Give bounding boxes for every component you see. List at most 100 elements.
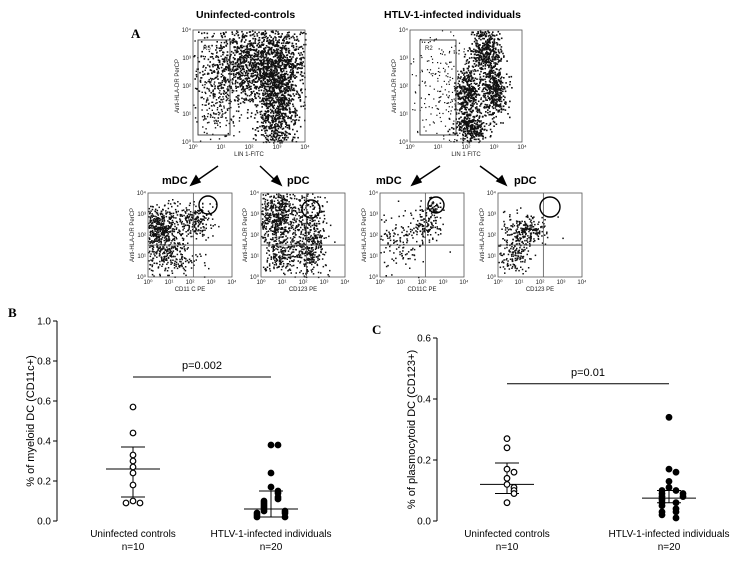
y-axis-label: Anti-HLA-DR PerCP bbox=[362, 208, 368, 262]
panel-c: 0.0 0.2 0.4 0.6 % of plasmocytoid DC (CD123+… bbox=[380, 318, 754, 562]
event-cloud bbox=[173, 201, 220, 241]
y-tick-label: 0.6 bbox=[37, 397, 51, 408]
x-tick-label: 10³ bbox=[439, 280, 448, 286]
data-point bbox=[673, 469, 679, 475]
y-tick-label: 10¹ bbox=[487, 254, 496, 260]
gating-arrows bbox=[0, 0, 754, 200]
category-label: HTLV-1-infected individuals bbox=[211, 529, 332, 540]
category-label: Uninfected controls bbox=[90, 529, 176, 540]
y-tick-label: 10³ bbox=[487, 212, 496, 218]
data-point bbox=[511, 469, 517, 475]
category-label: HTLV-1-infected individuals bbox=[609, 529, 730, 540]
data-point bbox=[268, 442, 274, 448]
y-tick-label: 0.0 bbox=[417, 517, 431, 528]
data-point bbox=[673, 488, 679, 494]
y-tick-label: 10⁴ bbox=[487, 190, 497, 197]
y-tick-label: 10² bbox=[250, 233, 259, 239]
y-tick-label: 10² bbox=[369, 233, 378, 239]
panel-b-letter: B bbox=[8, 305, 17, 321]
x-axis-label: CD123 PE bbox=[289, 287, 317, 293]
y-tick-label: 10³ bbox=[250, 212, 259, 218]
x-axis-label: CD123 PE bbox=[526, 287, 554, 293]
data-point bbox=[666, 485, 672, 491]
x-tick-label: 10² bbox=[186, 280, 195, 286]
x-tick-label: 10¹ bbox=[165, 280, 174, 286]
category-label: Uninfected controls bbox=[464, 529, 550, 540]
y-axis-label: Anti-HLA-DR PerCP bbox=[243, 208, 249, 262]
x-tick-label: 10¹ bbox=[397, 280, 406, 286]
event-cloud bbox=[498, 238, 531, 275]
arrow-head-infected-pdc bbox=[497, 176, 506, 185]
event-cloud bbox=[498, 207, 544, 269]
data-point bbox=[275, 496, 281, 502]
data-point bbox=[282, 514, 288, 520]
p-value-annotation: p=0.002 bbox=[182, 360, 222, 372]
data-point bbox=[130, 482, 136, 488]
x-tick-label: 10³ bbox=[207, 280, 216, 286]
data-point bbox=[673, 509, 679, 515]
panel-c-letter: C bbox=[372, 322, 381, 338]
data-point bbox=[130, 452, 136, 458]
y-tick-label: 10¹ bbox=[137, 254, 146, 260]
arrow-head-uninfected-pdc bbox=[272, 176, 281, 185]
y-tick-label: 0.4 bbox=[417, 395, 431, 406]
y-tick-label: 0.6 bbox=[417, 334, 431, 345]
x-tick-label: 10² bbox=[536, 280, 545, 286]
y-tick-label: 0.2 bbox=[417, 456, 431, 467]
data-point bbox=[504, 445, 510, 451]
y-tick-label: 10⁴ bbox=[250, 190, 260, 197]
data-point bbox=[130, 470, 136, 476]
data-point bbox=[130, 430, 136, 436]
y-axis-label: Anti-HLA-DR PerCP bbox=[130, 208, 136, 262]
data-point bbox=[137, 500, 143, 506]
y-tick-label: 10⁰ bbox=[250, 274, 260, 281]
data-point bbox=[673, 500, 679, 506]
y-tick-label: 10³ bbox=[369, 212, 378, 218]
data-point bbox=[666, 415, 672, 421]
x-tick-label: 10² bbox=[418, 280, 427, 286]
data-point bbox=[504, 466, 510, 472]
data-point bbox=[673, 515, 679, 521]
x-tick-label: 10⁴ bbox=[227, 279, 236, 286]
y-axis-label: % of plasmocytoid DC (CD123+) bbox=[406, 350, 418, 509]
data-point bbox=[659, 503, 665, 509]
y-tick-label: 10⁴ bbox=[137, 190, 147, 197]
data-point bbox=[504, 436, 510, 442]
panel-c-chart: 0.0 0.2 0.4 0.6 % of plasmocytoid DC (CD123+… bbox=[380, 318, 754, 562]
data-point bbox=[268, 484, 274, 490]
data-point bbox=[504, 482, 510, 488]
panel-b-chart: 0.00.20.40.60.81.0% of myeloid DC (CD11c… bbox=[0, 300, 370, 562]
category-n-label: n=20 bbox=[260, 542, 283, 553]
x-tick-label: 10¹ bbox=[515, 280, 524, 286]
y-tick-label: 1.0 bbox=[37, 317, 51, 328]
x-axis-label: CD11C PE bbox=[408, 287, 437, 293]
data-point bbox=[275, 442, 281, 448]
x-tick-label: 10⁴ bbox=[459, 279, 468, 286]
data-point bbox=[254, 514, 260, 520]
y-tick-label: 10⁴ bbox=[369, 190, 379, 197]
data-point bbox=[666, 466, 672, 472]
data-point bbox=[268, 470, 274, 476]
x-tick-label: 10⁴ bbox=[340, 279, 349, 286]
y-tick-label: 10⁰ bbox=[487, 274, 497, 281]
arrow-head-infected-mdc bbox=[412, 176, 421, 185]
data-point bbox=[680, 494, 686, 500]
x-axis-label: CD11 C PE bbox=[175, 287, 206, 293]
data-point bbox=[511, 491, 517, 497]
data-point bbox=[504, 476, 510, 482]
x-tick-label: 10² bbox=[299, 280, 308, 286]
category-n-label: n=20 bbox=[658, 542, 681, 553]
y-axis-label: % of myeloid DC (CD11c+) bbox=[25, 355, 37, 487]
y-axis-label: Anti-HLA-DR PerCP bbox=[480, 208, 486, 262]
data-point bbox=[504, 500, 510, 506]
data-point bbox=[130, 498, 136, 504]
